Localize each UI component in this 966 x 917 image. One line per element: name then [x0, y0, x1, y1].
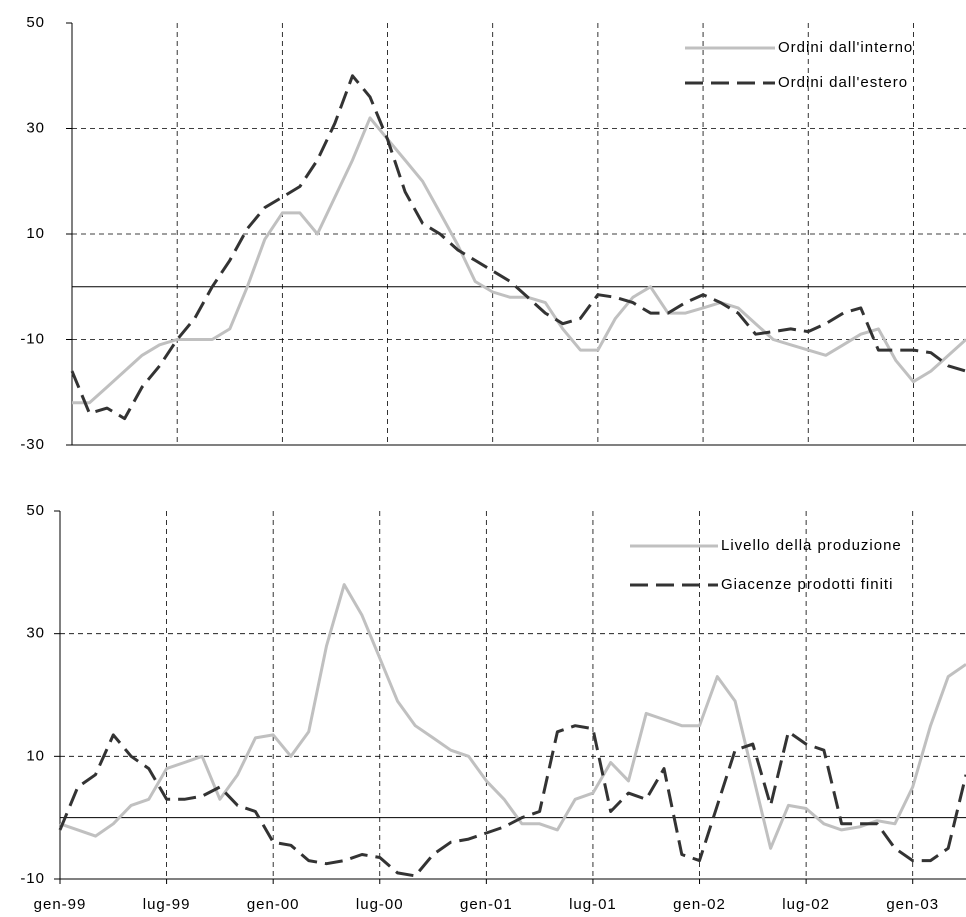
y-tick-label: -30	[20, 436, 45, 453]
legend-label: Ordini dall'interno	[778, 39, 913, 56]
y-tick-label: 10	[26, 225, 45, 242]
x-tick-label: gen-03	[886, 896, 939, 913]
x-tick-label: gen-99	[34, 896, 87, 913]
x-tick-label: lug-01	[569, 896, 617, 913]
series-line	[72, 116, 966, 405]
series-line	[70, 74, 966, 421]
y-tick-label: 30	[26, 625, 45, 642]
x-tick-label: gen-00	[247, 896, 300, 913]
y-tick-label: 50	[26, 502, 45, 519]
y-tick-label: 10	[26, 747, 45, 764]
x-tick-label: lug-02	[782, 896, 830, 913]
x-tick-label: gen-01	[460, 896, 513, 913]
x-tick-label: gen-02	[673, 896, 726, 913]
y-tick-label: -10	[20, 870, 45, 887]
legend-label: Ordini dall'estero	[778, 74, 908, 91]
x-tick-label: lug-00	[356, 896, 404, 913]
y-tick-label: 50	[26, 14, 45, 31]
x-tick-label: lug-99	[143, 896, 191, 913]
legend-label: Giacenze prodotti finiti	[721, 576, 893, 593]
series-line	[58, 724, 966, 878]
y-tick-label: -10	[20, 330, 45, 347]
y-tick-label: 30	[26, 119, 45, 136]
series-line	[59, 583, 966, 850]
legend-label: Livello della produzione	[721, 537, 902, 554]
